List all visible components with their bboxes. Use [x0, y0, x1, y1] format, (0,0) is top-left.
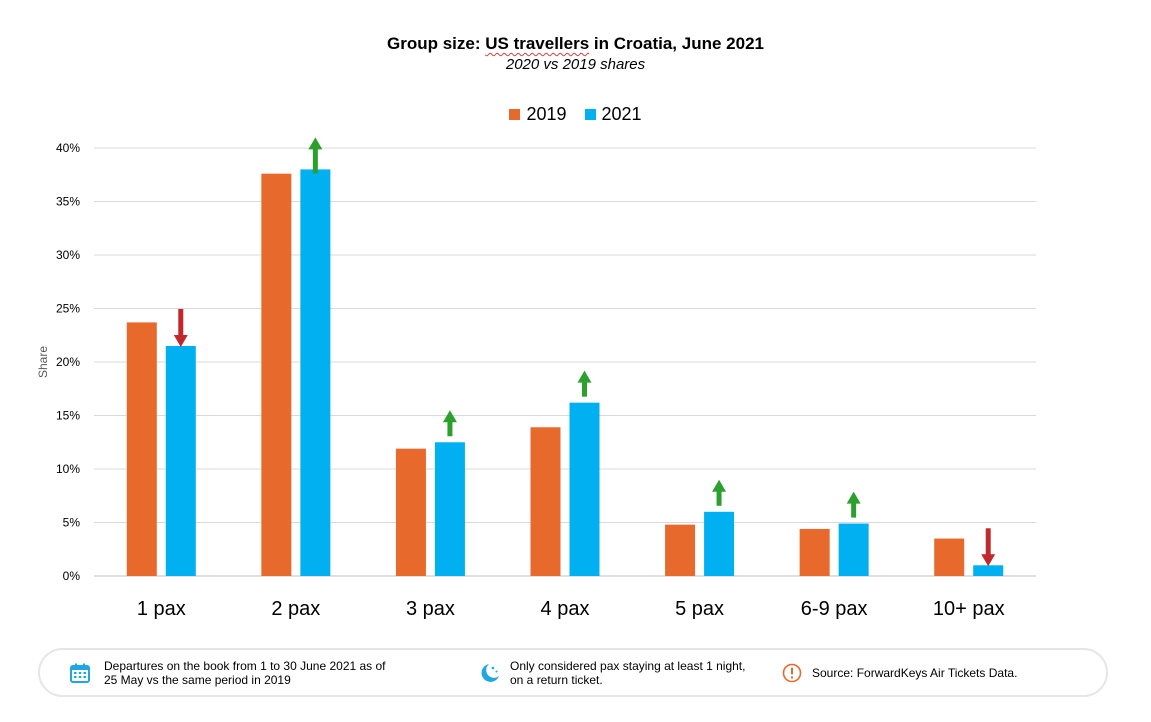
calendar-icon — [70, 663, 90, 683]
arrow-head — [846, 491, 861, 504]
legend-label-2021: 2021 — [601, 104, 642, 124]
x-tick-label: 1 pax — [137, 598, 186, 620]
bar — [126, 322, 157, 576]
arrow-head — [442, 410, 457, 423]
y-tick-label: 0% — [63, 569, 81, 583]
x-tick-label: 6-9 pax — [801, 598, 868, 620]
title-part-2: US travellers — [485, 34, 590, 53]
up-arrow-icon — [577, 370, 592, 397]
down-arrow-icon — [173, 308, 188, 347]
arrow-shaft — [312, 146, 318, 174]
arrow-shaft — [582, 379, 587, 397]
legend-label-2019: 2019 — [526, 104, 567, 124]
footer-note-dates-line1: Departures on the book from 1 to 30 June… — [104, 658, 386, 673]
y-tick-label: 25% — [56, 302, 80, 316]
bar — [934, 538, 965, 576]
footer-note-stay-line2: on a return ticket. — [510, 672, 603, 687]
footer-note-source: Source: ForwardKeys Air Tickets Data. — [782, 650, 1017, 695]
footer-note-dates-text: Departures on the book from 1 to 30 June… — [104, 659, 386, 687]
arrow-head — [173, 334, 188, 347]
up-arrow-icon — [308, 137, 323, 174]
chart-title: Group size: US travellers in Croatia, Ju… — [0, 34, 1151, 54]
bar — [973, 565, 1004, 576]
up-arrow-icon — [712, 479, 727, 506]
x-tick-label: 4 pax — [541, 598, 590, 620]
arrow-shaft — [985, 528, 991, 559]
footer-note-stay: Only considered pax staying at least 1 n… — [480, 650, 745, 695]
legend-item-2021: 2021 — [584, 104, 642, 125]
legend-swatch-2019 — [509, 109, 521, 120]
bar-chart: 0% 5% 10% 15% 20% 25% 30% 35% 40% Share 1 pax 2 pax… — [36, 137, 1036, 620]
arrow-head — [712, 479, 727, 492]
up-arrow-icon — [846, 491, 861, 518]
y-tick-label: 5% — [63, 516, 81, 530]
x-tick-label: 10+ pax — [933, 598, 1005, 620]
bar — [395, 448, 426, 576]
axis-labels: 0% 5% 10% 15% 20% 25% 30% 35% 40% Share 1 pax 2 pax… — [36, 141, 1005, 620]
footer-note-dates-line2: 25 May vs the same period in 2019 — [104, 672, 291, 687]
moon-stars-icon — [480, 662, 500, 684]
bar — [261, 173, 292, 576]
arrow-shaft — [178, 308, 184, 339]
title-part-1: Group size: — [387, 34, 486, 53]
legend-item-2019: 2019 — [509, 104, 567, 125]
y-tick-label: 40% — [56, 141, 80, 155]
y-tick-label: 35% — [56, 195, 80, 209]
bar — [300, 169, 331, 576]
y-tick-label: 30% — [56, 248, 80, 262]
chart-legend: 2019 2021 — [0, 104, 1151, 125]
footer-note-source-text: Source: ForwardKeys Air Tickets Data. — [812, 665, 1018, 680]
arrow-head — [308, 137, 323, 150]
x-tick-label: 5 pax — [675, 598, 724, 620]
legend-swatch-2021 — [584, 109, 596, 120]
bar — [569, 402, 600, 576]
y-axis-label: Share — [36, 346, 50, 378]
up-arrow-icon — [442, 410, 457, 437]
title-part-3: in Croatia, June 2021 — [589, 34, 764, 53]
bars — [126, 169, 1004, 576]
footer-note-stay-line1: Only considered pax staying at least 1 n… — [510, 658, 746, 673]
arrow-shaft — [716, 488, 722, 506]
bar — [530, 427, 561, 576]
change-arrows — [173, 137, 996, 567]
bar — [434, 442, 465, 576]
arrow-head — [577, 370, 592, 383]
bar — [799, 528, 830, 576]
chart-subtitle: 2020 vs 2019 shares — [505, 56, 646, 73]
y-tick-label: 15% — [56, 409, 80, 423]
arrow-shaft — [447, 419, 453, 437]
y-tick-label: 10% — [56, 462, 80, 476]
warning-circle-icon — [782, 663, 802, 683]
bar — [665, 524, 696, 576]
y-tick-label: 20% — [56, 355, 80, 369]
down-arrow-icon — [981, 528, 996, 567]
footer-note-dates: Departures on the book from 1 to 30 June… — [70, 650, 386, 695]
x-tick-label: 2 pax — [271, 598, 320, 620]
footer-note-stay-text: Only considered pax staying at least 1 n… — [510, 659, 745, 687]
bar — [165, 345, 196, 576]
arrow-head — [981, 554, 996, 567]
footer-notes: Departures on the book from 1 to 30 June… — [38, 648, 1108, 697]
bar — [704, 511, 735, 576]
x-tick-label: 3 pax — [406, 598, 455, 620]
gridlines — [94, 147, 1036, 577]
arrow-shaft — [851, 500, 857, 518]
bar — [838, 523, 869, 576]
